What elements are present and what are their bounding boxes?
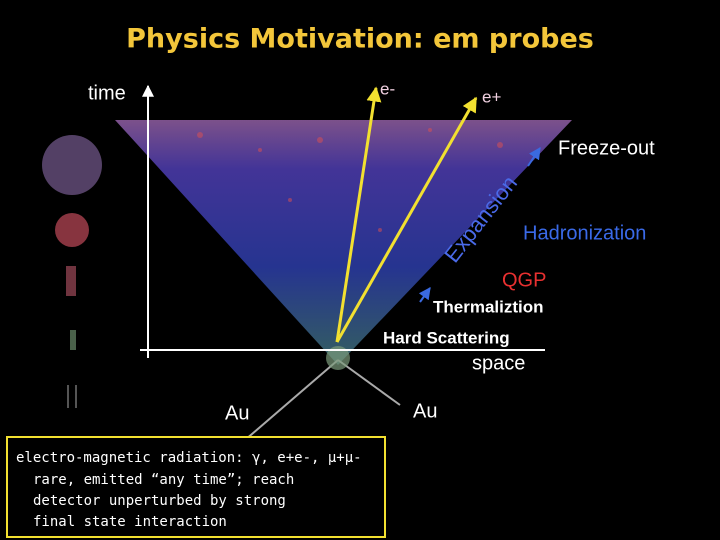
beam-line — [244, 359, 339, 441]
stage-arrow — [418, 287, 431, 303]
axis-label: space — [472, 352, 525, 374]
axis-label: time — [88, 82, 126, 104]
probe-label: e+ — [482, 87, 501, 106]
stage-label: Thermaliztion — [433, 297, 544, 316]
evolution-sketches — [42, 135, 102, 408]
stage-label: Hard Scattering — [383, 328, 510, 347]
probe-arrow — [335, 86, 382, 343]
beam-line — [337, 359, 401, 406]
stage-label: QGP — [502, 269, 546, 291]
stage-arrow — [527, 147, 541, 167]
title: Physics Motivation: em probes — [126, 24, 594, 55]
stage-label: Freeze-out — [558, 137, 655, 159]
note-line: detector unperturbed by strong — [33, 493, 286, 509]
nucleus-label: Au — [413, 400, 437, 422]
note-line: final state interaction — [33, 514, 227, 530]
probe-arrow — [335, 96, 478, 343]
note-line: rare, emitted “any time”; reach — [33, 472, 294, 488]
nucleus-label: Au — [225, 402, 249, 424]
stage-label: Hadronization — [523, 222, 646, 244]
light-cone — [115, 120, 572, 365]
note-box — [6, 436, 386, 538]
collision-point — [326, 346, 350, 370]
probe-label: e- — [380, 79, 395, 98]
note-line: electro-magnetic radiation: γ, e+e-, μ+μ… — [16, 450, 362, 466]
particles — [197, 128, 503, 232]
